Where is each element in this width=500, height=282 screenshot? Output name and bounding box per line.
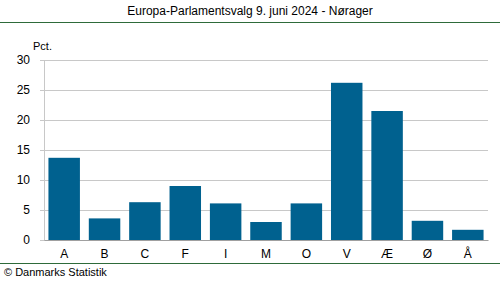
x-tick: M xyxy=(261,240,271,261)
chart: Europa-Parlamentsvalg 9. juni 2024 - Nør… xyxy=(0,0,500,282)
x-tick-label: I xyxy=(224,247,227,261)
y-tick: 30 xyxy=(17,53,44,67)
grid-line xyxy=(40,150,488,151)
bar xyxy=(170,186,201,240)
bar xyxy=(291,203,322,240)
y-tick: 25 xyxy=(17,83,44,97)
x-tick: C xyxy=(141,240,150,261)
y-tick-label: 20 xyxy=(17,113,31,127)
x-tick-label: O xyxy=(302,247,311,261)
bar xyxy=(89,218,120,240)
x-tick: V xyxy=(343,240,351,261)
y-tick-label: 10 xyxy=(17,173,31,187)
bar xyxy=(452,230,483,240)
bar xyxy=(250,222,281,240)
y-axis-line xyxy=(44,61,45,241)
bars xyxy=(48,83,483,240)
x-tick-label: V xyxy=(343,247,351,261)
x-tick-label: A xyxy=(60,247,68,261)
title: Europa-Parlamentsvalg 9. juni 2024 - Nør… xyxy=(127,4,372,18)
x-tick: Å xyxy=(464,240,472,261)
x-tick-label: Ø xyxy=(423,247,432,261)
y-axis: 0 5 10 15 20 25 30 xyxy=(17,53,45,247)
grid-line xyxy=(40,210,488,211)
y-tick-label: 30 xyxy=(17,53,31,67)
x-tick-label: Æ xyxy=(381,247,393,261)
bar xyxy=(210,203,241,240)
bar xyxy=(371,111,402,240)
y-tick-label: 5 xyxy=(23,203,30,217)
x-tick: O xyxy=(302,240,311,261)
y-tick: 10 xyxy=(17,173,44,187)
bar xyxy=(48,158,79,240)
grid xyxy=(40,61,488,241)
grid-line xyxy=(40,120,488,121)
x-axis: ABCFIMOVÆØÅ xyxy=(45,240,489,261)
x-axis-line xyxy=(45,240,489,241)
grid-line xyxy=(40,180,488,181)
bar xyxy=(129,202,160,240)
bar xyxy=(412,221,443,240)
x-tick: A xyxy=(60,240,68,261)
y-tick-label: 0 xyxy=(23,233,30,247)
x-tick-label: F xyxy=(182,247,189,261)
y-tick: 20 xyxy=(17,113,44,127)
x-tick: Æ xyxy=(381,240,393,261)
y-tick: 5 xyxy=(23,203,44,217)
y-tick-label: 25 xyxy=(17,83,31,97)
footer-rule xyxy=(0,263,500,264)
grid-line xyxy=(40,90,488,91)
x-tick-label: M xyxy=(261,247,271,261)
bar xyxy=(331,83,362,240)
x-tick-label: B xyxy=(101,247,109,261)
x-tick-label: C xyxy=(141,247,150,261)
source: © Danmarks Statistik xyxy=(4,266,107,278)
grid-line xyxy=(40,240,488,241)
x-tick: B xyxy=(101,240,109,261)
y-tick: 15 xyxy=(17,143,44,157)
y-tick-label: 15 xyxy=(17,143,31,157)
x-tick: I xyxy=(224,240,227,261)
y-axis-label: Pct. xyxy=(33,40,52,52)
x-tick: F xyxy=(182,240,189,261)
x-tick-label: Å xyxy=(464,246,472,261)
header-rule xyxy=(0,22,500,23)
y-tick: 0 xyxy=(23,233,44,247)
grid-line xyxy=(40,60,488,61)
x-tick: Ø xyxy=(423,240,432,261)
